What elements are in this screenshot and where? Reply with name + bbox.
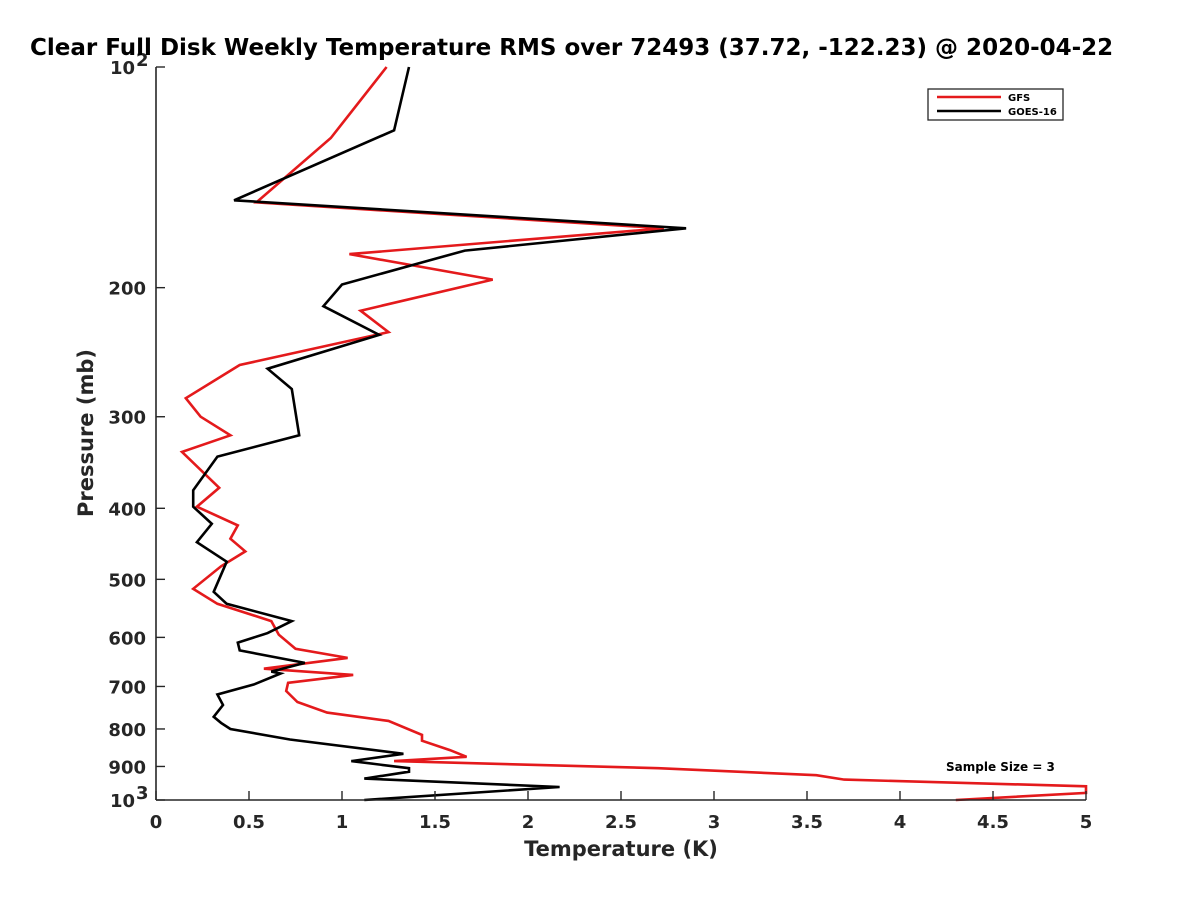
y-tick-label: 200	[108, 279, 146, 300]
x-tick-label: 2.5	[605, 812, 637, 833]
y-tick-label: 500	[108, 570, 146, 591]
legend-label-goes16: GOES-16	[1008, 107, 1057, 118]
series-layer	[179, 66, 1088, 802]
legend: GFS GOES-16	[927, 88, 1064, 121]
y-tick-label: 10	[110, 791, 135, 812]
x-ticks: 0 0.5 1 1.5 2 2.5 3 3.5 4 4.5 5	[150, 791, 1093, 833]
y-tick-label: 700	[108, 677, 146, 698]
x-tick-label: 5	[1080, 812, 1093, 833]
chart-title: Clear Full Disk Weekly Temperature RMS o…	[30, 35, 1113, 61]
x-tick-label: 4.5	[977, 812, 1009, 833]
series-line-2	[191, 66, 687, 802]
y-tick-label: 600	[108, 628, 146, 649]
x-tick-label: 1.5	[419, 812, 451, 833]
y-axis-label: Pressure (mb)	[74, 349, 98, 517]
y-tick-exponent: 2	[136, 50, 149, 71]
x-tick-label: 0.5	[233, 812, 265, 833]
legend-box	[927, 88, 1064, 121]
y-tick-label: 900	[108, 757, 146, 778]
sample-size-annotation: Sample Size = 3	[946, 760, 1055, 774]
legend-label-gfs: GFS	[1008, 93, 1030, 104]
y-tick-label: 300	[108, 408, 146, 429]
y-tick-label: 800	[108, 720, 146, 741]
series-line-1	[179, 66, 1088, 802]
y-tick-exponent: 3	[136, 783, 149, 804]
y-tick-label: 10	[110, 58, 135, 79]
x-tick-label: 3	[708, 812, 721, 833]
x-tick-label: 3.5	[791, 812, 823, 833]
x-tick-label: 1	[336, 812, 349, 833]
x-tick-label: 0	[150, 812, 163, 833]
x-tick-label: 2	[522, 812, 535, 833]
x-axis-label: Temperature (K)	[524, 837, 718, 861]
x-tick-label: 4	[894, 812, 907, 833]
y-tick-label: 400	[108, 499, 146, 520]
plot-area	[156, 67, 1086, 800]
